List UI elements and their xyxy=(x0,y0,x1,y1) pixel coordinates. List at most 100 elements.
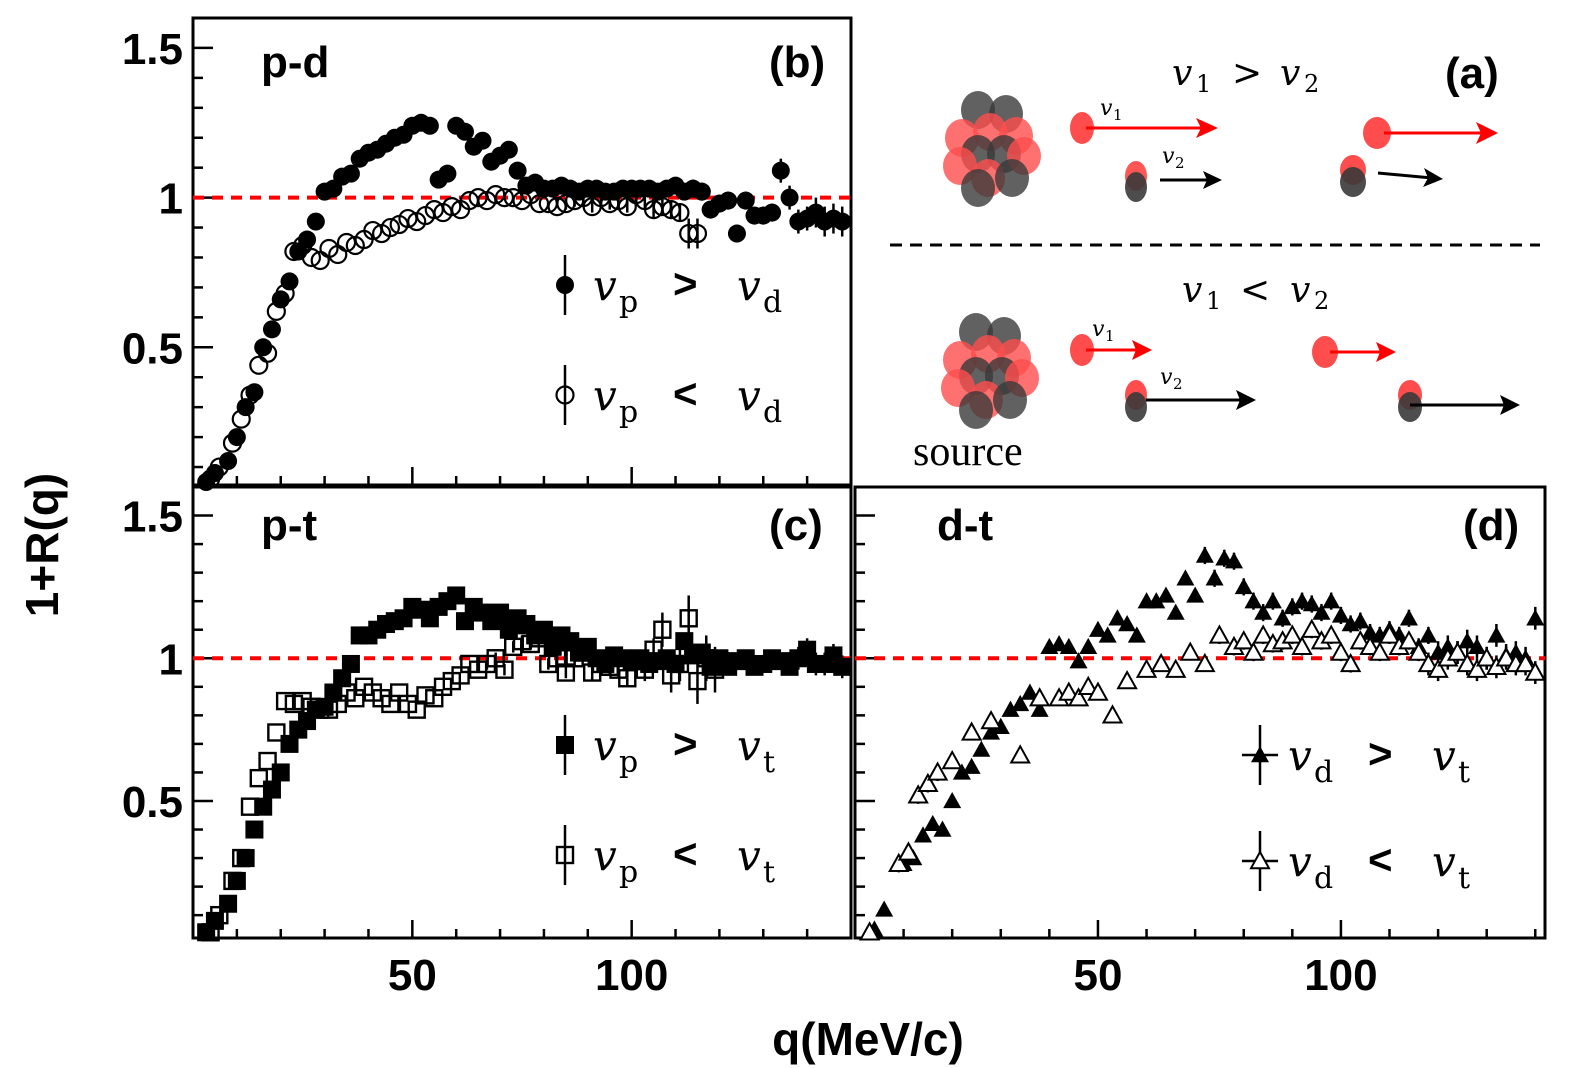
data-point xyxy=(1147,592,1166,609)
data-point xyxy=(1526,609,1545,626)
data-point xyxy=(875,900,894,917)
data-point xyxy=(1030,700,1049,717)
legend-item: v p < v t xyxy=(555,825,775,890)
data-point xyxy=(1293,592,1312,609)
legend-operator: > xyxy=(1368,730,1393,777)
data-point xyxy=(980,710,1002,730)
data-point xyxy=(1009,744,1031,764)
legend-var-a: v xyxy=(593,261,617,310)
fast-arrow-head xyxy=(1476,122,1498,144)
data-point xyxy=(1359,635,1381,656)
data-point xyxy=(1302,595,1321,612)
data-point xyxy=(236,398,255,417)
legend-marker xyxy=(556,276,574,294)
relation-top-right-sub: 2 xyxy=(1304,70,1319,98)
panel-a-diagram: (a) v 1 > v 2 v 1 < v 2 xyxy=(890,49,1540,475)
data-point xyxy=(447,586,466,605)
data-point xyxy=(306,212,325,231)
legend-var-b: v xyxy=(737,721,761,770)
panel-title: d-t xyxy=(937,501,994,550)
x-tick-label: 50 xyxy=(1073,951,1122,1000)
data-point xyxy=(231,409,251,429)
v2-sub-bottom: 2 xyxy=(1173,375,1183,393)
data-point xyxy=(530,629,549,648)
data-point xyxy=(1166,603,1185,620)
data-point xyxy=(1495,647,1517,667)
data-point xyxy=(914,826,933,843)
y-tick-label: 1.5 xyxy=(122,25,183,74)
data-point xyxy=(719,191,738,210)
data-point xyxy=(1252,624,1274,644)
legend-operator: < xyxy=(673,830,698,877)
data-point xyxy=(1399,609,1418,626)
data-point xyxy=(705,660,725,679)
v1-label-bottom: v xyxy=(1092,317,1105,342)
data-point xyxy=(670,202,690,223)
x-tick-label: 100 xyxy=(1304,951,1377,1000)
legend-item: v p < v d xyxy=(555,365,782,430)
relation-bottom: v 1 < v 2 xyxy=(1182,270,1329,315)
data-point xyxy=(644,640,663,659)
data-point xyxy=(780,188,799,207)
data-point xyxy=(1407,641,1430,661)
data-point xyxy=(1050,634,1069,652)
legend-var-a: v xyxy=(593,371,617,420)
legend-var-a: v xyxy=(1288,837,1312,886)
data-point xyxy=(499,140,518,159)
legend-marker xyxy=(556,736,574,754)
relation-bottom-left-sub: 1 xyxy=(1206,287,1221,315)
data-point xyxy=(941,749,963,770)
relation-top-op: > xyxy=(1232,53,1262,94)
relation-top-right: v xyxy=(1280,53,1300,94)
data-point xyxy=(455,612,474,631)
data-point xyxy=(1001,700,1020,717)
data-point xyxy=(926,761,949,781)
data-point xyxy=(1312,603,1331,620)
source-cluster-bottom xyxy=(941,313,1039,429)
legend-var-b-sub: t xyxy=(1458,755,1470,790)
data-point xyxy=(907,784,929,804)
data-point xyxy=(1351,612,1370,629)
data-point xyxy=(1419,626,1438,643)
legend-var-b-sub: t xyxy=(763,745,775,780)
data-point xyxy=(1127,626,1146,643)
light-particle xyxy=(1070,334,1094,366)
data-point xyxy=(1087,681,1109,701)
legend-item: v d > v t xyxy=(1242,725,1470,790)
data-point xyxy=(210,905,229,925)
data-point xyxy=(1330,641,1352,661)
data-point xyxy=(972,740,991,757)
data-point xyxy=(1273,609,1292,626)
data-point xyxy=(227,871,246,890)
data-point xyxy=(1291,635,1313,656)
data-point xyxy=(1194,652,1216,673)
relation-bottom-right: v xyxy=(1290,270,1310,311)
heavy-nucleon xyxy=(961,169,995,207)
data-point xyxy=(763,203,782,222)
data-point xyxy=(687,223,708,244)
data-point xyxy=(897,841,920,861)
x-axis-title: q(MeV/c) xyxy=(772,1013,964,1065)
data-point xyxy=(727,224,746,243)
relation-top-left-sub: 1 xyxy=(1196,70,1211,98)
data-point xyxy=(574,643,593,662)
bottom-scenario-left: v 1 v 2 xyxy=(1070,317,1256,422)
panel-label: (b) xyxy=(769,38,825,87)
heavy-nucleon xyxy=(993,381,1027,419)
data-point xyxy=(888,852,910,872)
legend-operator: > xyxy=(673,720,698,767)
y-tick-label: 0.5 xyxy=(122,778,183,827)
data-point xyxy=(833,657,852,676)
data-point xyxy=(223,871,242,891)
data-point xyxy=(1514,652,1537,673)
data-point xyxy=(1058,681,1080,701)
data-point xyxy=(1205,569,1224,586)
legend-var-b: v xyxy=(1432,731,1456,780)
data-point xyxy=(275,283,295,304)
data-point xyxy=(653,620,672,639)
data-point xyxy=(257,343,278,363)
data-point xyxy=(679,609,698,628)
legend-item: v d < v t xyxy=(1242,831,1470,896)
